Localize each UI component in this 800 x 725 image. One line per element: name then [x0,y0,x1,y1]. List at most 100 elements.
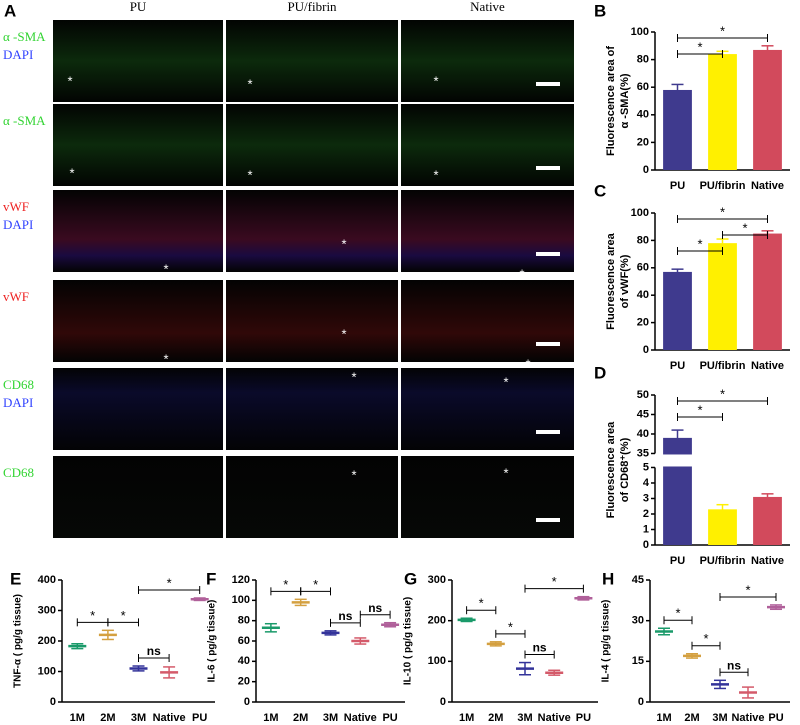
y-tick-label: 200 [38,635,56,647]
y-tick-label: 20 [238,676,250,688]
bar [663,271,692,350]
asterisk: * [351,369,356,384]
significance-label: * [675,606,680,621]
y-tick-label: 0 [643,344,649,356]
column-header: PU/fibrin [287,0,337,14]
panel-label: F [206,569,216,588]
micrograph [53,456,223,538]
axis-break [662,454,693,467]
asterisk: * [503,465,508,480]
y-tick-label: 80 [238,615,250,627]
y-tick-label: 100 [38,665,56,677]
significance-label: * [720,23,725,38]
bar [753,496,782,545]
x-tick-label: 3M [323,712,338,724]
asterisk: * [67,73,72,88]
y-tick-label: 40 [637,428,649,440]
asterisk: * [351,467,356,482]
bar [708,54,737,170]
y-axis-label: TNF-α ( pg/g tissue) [13,594,24,688]
scale-bar [536,518,560,522]
y-axis-label: α -SMA(%) [619,73,631,128]
x-tick-label: 1M [263,712,278,724]
asterisk: * [519,266,524,281]
column-header: PU [130,0,147,14]
y-tick-label: 40 [238,655,250,667]
asterisk: * [133,539,138,554]
bar [753,233,782,350]
stain-label: vWF [3,289,29,304]
significance-label: ns [338,609,352,623]
bar [663,437,692,545]
x-tick-label: 1M [70,712,85,724]
y-tick-label: 5 [643,461,649,473]
bar [663,89,692,170]
y-tick-label: 20 [637,317,649,329]
x-tick-label: 2M [684,712,699,724]
asterisk: * [525,356,530,371]
x-tick-label: PU [670,360,685,372]
significance-label: * [697,402,702,417]
bar [708,243,737,350]
stain-label: DAPI [3,47,33,62]
x-tick-label: PU [670,555,685,567]
significance-label: * [697,236,702,251]
x-tick-label: 2M [488,712,503,724]
y-tick-label: 60 [637,81,649,93]
stain-label: DAPI [3,395,33,410]
stain-label: α -SMA [3,29,46,44]
y-axis-label: IL-10 ( pg/g tissue) [403,597,414,685]
y-tick-label: 300 [428,574,446,586]
micrograph [401,104,574,186]
panel-label: D [594,363,606,382]
y-tick-label: 3 [643,492,649,504]
micrograph [401,456,574,538]
x-tick-label: 1M [656,712,671,724]
x-tick-label: PU/fibrin [700,180,746,192]
significance-label: ns [533,641,547,655]
x-tick-label: PU [576,712,591,724]
micrograph [53,368,223,450]
asterisk: * [163,261,168,276]
significance-label: ns [727,658,741,672]
y-tick-label: 0 [244,696,250,708]
y-tick-label: 0 [440,696,446,708]
x-tick-label: 1M [459,712,474,724]
column-header: Native [470,0,505,14]
y-axis-label: IL-4 ( pg/g tissue) [601,600,612,683]
y-tick-label: 30 [632,615,644,627]
micrograph [401,368,574,450]
scale-bar [536,430,560,434]
y-tick-label: 45 [637,408,649,420]
y-axis-label: IL-6 ( pg/g tissue) [207,600,218,683]
micrograph [53,280,223,362]
significance-label: * [745,582,750,597]
y-tick-label: 50 [637,389,649,401]
significance-label: * [552,574,557,589]
micrograph [226,20,398,102]
panel-label: B [594,1,606,20]
x-tick-label: PU [192,712,207,724]
y-axis-label: of vWF(%) [619,254,631,308]
micrograph [53,104,223,186]
y-axis-label: Fluorescence area [605,421,617,518]
y-tick-label: 100 [428,655,446,667]
asterisk: * [247,167,252,182]
y-tick-label: 80 [637,234,649,246]
y-tick-label: 120 [232,574,250,586]
asterisk: * [247,76,252,91]
significance-label: * [479,596,484,611]
significance-label: * [167,575,172,590]
y-tick-label: 0 [643,164,649,176]
significance-label: * [703,631,708,646]
scale-bar [536,342,560,346]
micrograph [226,104,398,186]
x-tick-label: Native [751,180,784,192]
x-tick-label: Native [538,712,571,724]
x-tick-label: PU [768,712,783,724]
y-tick-label: 60 [637,262,649,274]
y-tick-label: 35 [637,447,649,459]
x-tick-label: Native [344,712,377,724]
y-tick-label: 60 [238,635,250,647]
asterisk: * [503,374,508,389]
